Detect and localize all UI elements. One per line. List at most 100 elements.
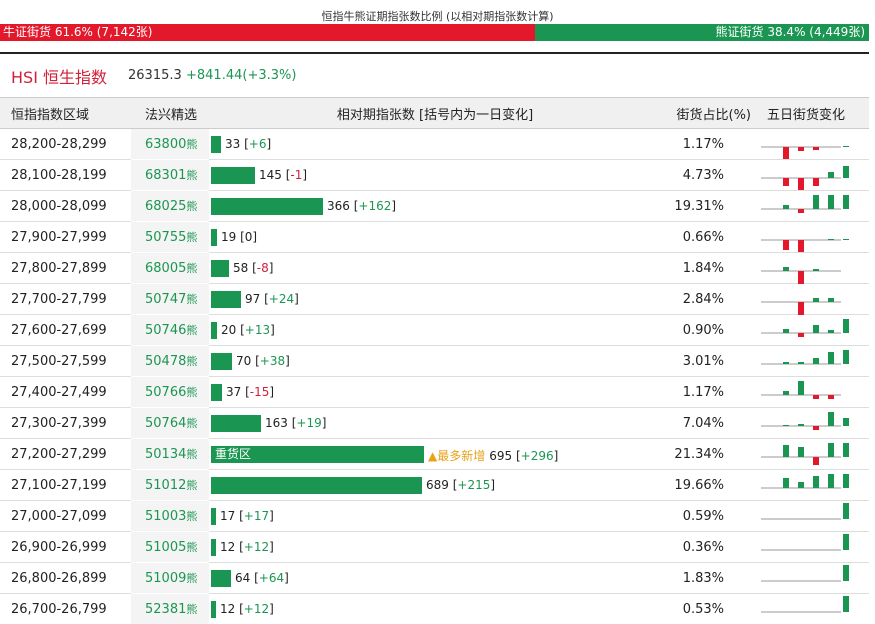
warrant-code-cell[interactable]: 51012熊	[131, 469, 209, 501]
contracts-count: 58	[233, 261, 249, 275]
sparkline-bar	[813, 426, 819, 430]
warrant-code-cell[interactable]: 51003熊	[131, 500, 209, 532]
index-range-cell: 27,700-27,799	[0, 283, 131, 315]
sparkline-bar	[843, 418, 849, 426]
warrant-code-cell[interactable]: 50764熊	[131, 407, 209, 439]
five-day-sparkline-cell	[761, 438, 869, 470]
warrant-code-link[interactable]: 50134	[145, 447, 187, 462]
contracts-text: 163 [+19]	[265, 416, 327, 430]
table-row: 26,900-26,999 51005熊 12 [+12] 0.36%	[0, 531, 869, 563]
sparkline-bar	[783, 147, 789, 159]
table-row: 27,100-27,199 51012熊 689 [+215] 19.66%	[0, 469, 869, 501]
table-row: 28,000-28,099 68025熊 366 [+162] 19.31%	[0, 190, 869, 222]
sparkline-bar	[828, 330, 834, 333]
index-range-cell: 27,200-27,299	[0, 438, 131, 470]
warrant-code-link[interactable]: 51009	[145, 571, 187, 586]
bear-suffix: 熊	[186, 231, 198, 244]
warrant-code-cell[interactable]: 50746熊	[131, 314, 209, 346]
warrant-code-link[interactable]: 68025	[145, 199, 187, 214]
warrant-code-link[interactable]: 51003	[145, 509, 187, 524]
table-row: 27,300-27,399 50764熊 163 [+19] 7.04%	[0, 407, 869, 439]
five-day-sparkline-cell	[761, 500, 869, 532]
warrant-code-cell[interactable]: 50747熊	[131, 283, 209, 315]
warrant-code-cell[interactable]: 51009熊	[131, 562, 209, 594]
warrant-code-cell[interactable]: 68301熊	[131, 159, 209, 191]
table-row: 27,500-27,599 50478熊 70 [+38] 3.01%	[0, 345, 869, 377]
street-share-cell: 4.73%	[661, 159, 761, 191]
warrant-code-link[interactable]: 50764	[145, 416, 187, 431]
table-row: 27,800-27,899 68005熊 58 [-8] 1.84%	[0, 252, 869, 284]
index-value: 26315.3	[128, 68, 182, 83]
contracts-count: 12	[220, 540, 236, 554]
day-change: +12	[243, 602, 270, 616]
warrant-code-link[interactable]: 68301	[145, 168, 187, 183]
five-day-sparkline-cell	[761, 593, 869, 624]
five-day-sparkline	[761, 146, 849, 159]
sparkline-bar	[783, 478, 789, 488]
warrant-code-link[interactable]: 50478	[145, 354, 187, 369]
contracts-bar	[211, 570, 231, 587]
warrant-code-link[interactable]: 51012	[145, 478, 187, 493]
warrant-code-cell[interactable]: 50766熊	[131, 376, 209, 408]
warrant-code-link[interactable]: 50766	[145, 385, 187, 400]
section-divider	[0, 52, 869, 54]
bear-suffix: 熊	[186, 200, 198, 213]
bear-suffix: 熊	[186, 324, 198, 337]
sparkline-bar	[813, 147, 819, 150]
contracts-bar-cell: 689 [+215]	[209, 469, 661, 501]
contracts-count: 70	[236, 354, 252, 368]
contracts-count: 689	[426, 478, 449, 492]
day-change: +12	[243, 540, 270, 554]
sparkline-bar	[843, 239, 849, 240]
warrant-code-link[interactable]: 52381	[145, 602, 187, 617]
contracts-text: 689 [+215]	[426, 478, 496, 492]
warrant-code-cell[interactable]: 68025熊	[131, 190, 209, 222]
contracts-text: 37 [-15]	[226, 385, 275, 399]
contracts-count: 17	[220, 509, 236, 523]
warrant-code-cell[interactable]: 50134熊	[131, 438, 209, 470]
five-day-sparkline	[761, 412, 849, 430]
table-row: 27,400-27,499 50766熊 37 [-15] 1.17%	[0, 376, 869, 408]
table-row: 26,700-26,799 52381熊 12 [+12] 0.53%	[0, 593, 869, 624]
day-change: +162	[358, 199, 392, 213]
street-share-cell: 0.36%	[661, 531, 761, 563]
sparkline-bar	[828, 443, 834, 457]
warrant-code-cell[interactable]: 50478熊	[131, 345, 209, 377]
five-day-sparkline	[761, 503, 849, 520]
contracts-bar-cell: 17 [+17]	[209, 500, 661, 532]
sparkline-bar	[783, 205, 789, 209]
warrant-code-link[interactable]: 51005	[145, 540, 187, 555]
warrant-code-cell[interactable]: 68005熊	[131, 252, 209, 284]
warrant-code-link[interactable]: 50747	[145, 292, 187, 307]
contracts-bar	[211, 539, 216, 556]
sparkline-bar	[813, 178, 819, 186]
warrant-code-cell[interactable]: 51005熊	[131, 531, 209, 563]
contracts-bar	[211, 167, 255, 184]
index-range-cell: 28,000-28,099	[0, 190, 131, 222]
sparkline-bar	[783, 178, 789, 186]
five-day-sparkline-cell	[761, 345, 869, 377]
five-day-sparkline	[761, 166, 849, 190]
warrant-code-cell[interactable]: 52381熊	[131, 593, 209, 624]
sparkline-bar	[843, 534, 849, 550]
five-day-sparkline-cell	[761, 190, 869, 222]
contracts-bar-cell: 19 [0]	[209, 221, 661, 253]
day-change: -8	[256, 261, 269, 275]
warrant-code-cell[interactable]: 50755熊	[131, 221, 209, 253]
contracts-bar	[211, 508, 216, 525]
warrant-code-link[interactable]: 63800	[145, 137, 187, 152]
warrant-code-cell[interactable]: 63800熊	[131, 128, 209, 160]
warrant-code-link[interactable]: 50746	[145, 323, 187, 338]
index-range-cell: 27,000-27,099	[0, 500, 131, 532]
sparkline-bar	[783, 391, 789, 395]
contracts-text: 19 [0]	[221, 230, 258, 244]
header-street-share: 街货占比(%)	[661, 97, 761, 129]
contracts-text: 12 [+12]	[220, 602, 274, 616]
contracts-bar-cell: 366 [+162]	[209, 190, 661, 222]
warrant-code-link[interactable]: 68005	[145, 261, 187, 276]
sparkline-bar	[783, 425, 789, 426]
five-day-sparkline-cell	[761, 159, 869, 191]
street-share-cell: 3.01%	[661, 345, 761, 377]
warrant-code-link[interactable]: 50755	[145, 230, 187, 245]
street-share-cell: 7.04%	[661, 407, 761, 439]
